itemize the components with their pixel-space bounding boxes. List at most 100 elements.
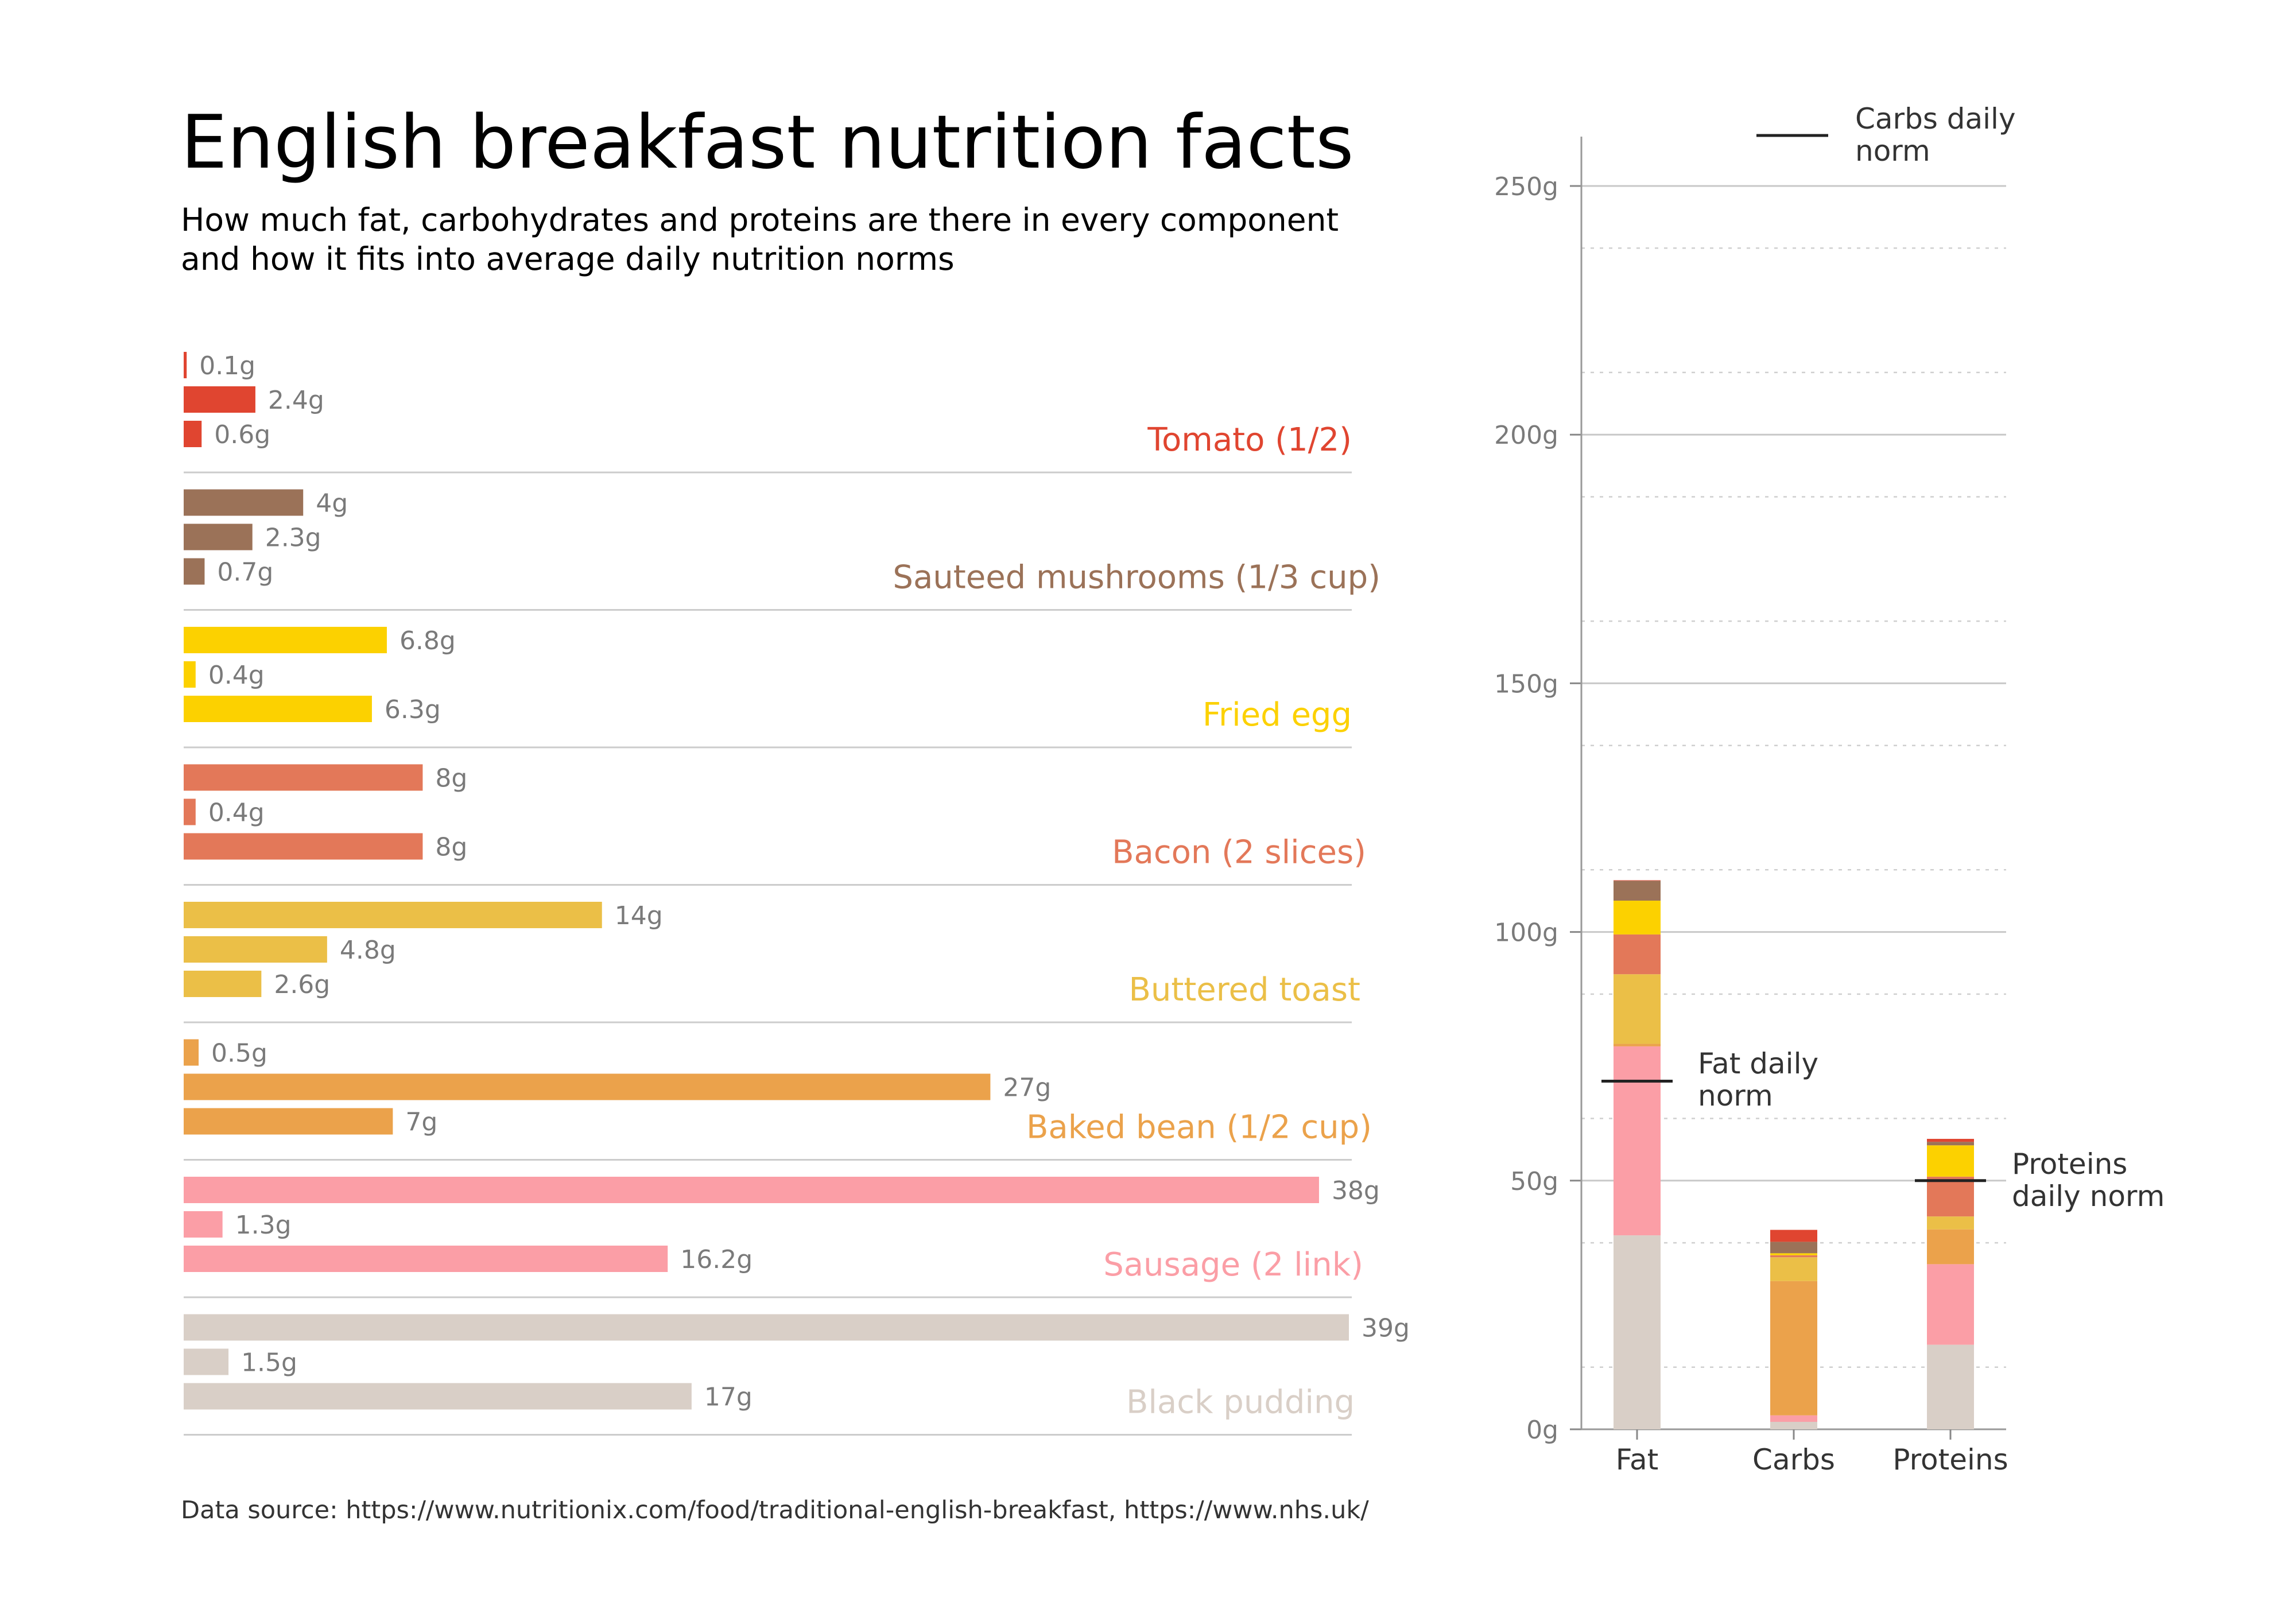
food-label-sausage-2-link: Sausage (2 link) [1103,1246,1363,1283]
bar-sauteed-mushrooms-1-3-cup-3 [184,558,205,585]
daily-norm-label-proteins: daily norm [2012,1180,2165,1213]
value-label-sausage-2-link-3: 16.2g [680,1245,753,1274]
stack-proteins-buttered-toast [1927,1216,1974,1230]
food-label-fried-egg: Fried egg [1203,696,1352,734]
bar-baked-bean-1-2-cup-1 [184,1039,199,1066]
subtitle-line-1: How much fat, carbohydrates and proteins… [181,201,1339,238]
y-tick-label: 250g [1494,172,1558,201]
daily-norm-label-fat: norm [1698,1079,1773,1112]
food-label-tomato-1-2: Tomato (1/2) [1147,421,1352,459]
bar-sausage-2-link-2 [184,1211,223,1238]
value-label-sauteed-mushrooms-1-3-cup-2: 2.3g [265,524,321,553]
y-tick-label: 100g [1494,918,1558,948]
value-label-black-pudding-1: 39g [1362,1314,1410,1343]
bar-tomato-1-2-1 [184,352,187,378]
value-label-fried-egg-1: 6.8g [400,626,456,656]
data-source: Data source: https://www.nutritionix.com… [181,1496,1369,1525]
stack-proteins-fried-egg [1927,1145,1974,1177]
stack-proteins-sauteed-mushrooms-1-3-cup [1927,1142,1974,1146]
stack-fat-baked-bean-1-2-cup [1614,1044,1661,1046]
stack-proteins-black-pudding [1927,1344,1974,1429]
y-tick-label: 50g [1510,1167,1558,1196]
food-label-baked-bean-1-2-cup: Baked bean (1/2 cup) [1026,1109,1372,1146]
bar-fried-egg-2 [184,661,196,688]
page-title: English breakfast nutrition facts [181,100,1354,185]
value-label-sauteed-mushrooms-1-3-cup-3: 0.7g [217,558,273,587]
value-label-baked-bean-1-2-cup-1: 0.5g [211,1039,267,1068]
stack-fat-tomato-1-2 [1614,880,1661,881]
value-label-tomato-1-2-2: 2.4g [268,386,324,415]
component-bar-chart: 0.1g 2.4g 0.6g Tomato (1/2) 4g 2.3g 0.7g Sautee… [184,351,1410,1436]
value-label-baked-bean-1-2-cup-2: 27g [1003,1073,1051,1103]
stack-carbs-tomato-1-2 [1770,1230,1817,1242]
bar-buttered-toast-2 [184,936,327,963]
food-label-buttered-toast: Buttered toast [1128,971,1360,1009]
bar-sausage-2-link-1 [184,1177,1319,1203]
bar-fried-egg-1 [184,627,387,653]
value-label-baked-bean-1-2-cup-3: 7g [405,1108,437,1137]
bar-bacon-2-slices-2 [184,798,196,825]
value-label-bacon-2-slices-3: 8g [435,833,467,862]
stack-carbs-sauteed-mushrooms-1-3-cup [1770,1242,1817,1254]
value-label-fried-egg-2: 0.4g [208,661,265,690]
value-label-tomato-1-2-3: 0.6g [214,420,270,449]
bar-black-pudding-3 [184,1383,692,1410]
food-label-bacon-2-slices: Bacon (2 slices) [1112,834,1366,871]
bar-baked-bean-1-2-cup-3 [184,1108,393,1135]
stack-proteins-tomato-1-2 [1927,1139,1974,1142]
value-label-bacon-2-slices-2: 0.4g [208,798,265,828]
stack-fat-sausage-2-link [1614,1046,1661,1236]
food-label-sauteed-mushrooms-1-3-cup: Sauteed mushrooms (1/3 cup) [893,559,1380,596]
stack-carbs-black-pudding [1770,1422,1817,1429]
bar-sauteed-mushrooms-1-3-cup-2 [184,524,253,550]
stack-carbs-baked-bean-1-2-cup [1770,1281,1817,1416]
stack-fat-fried-egg [1614,901,1661,934]
stack-fat-black-pudding [1614,1235,1661,1429]
bar-bacon-2-slices-3 [184,833,423,860]
value-label-buttered-toast-1: 14g [615,901,663,930]
bar-black-pudding-1 [184,1314,1349,1341]
value-label-sausage-2-link-2: 1.3g [235,1211,292,1240]
stack-fat-sauteed-mushrooms-1-3-cup [1614,881,1661,901]
category-label-fat: Fat [1616,1443,1658,1476]
bar-baked-bean-1-2-cup-2 [184,1073,991,1100]
stack-carbs-sausage-2-link [1770,1415,1817,1422]
stack-proteins-bacon-2-slices [1927,1176,1974,1217]
y-tick-label: 200g [1494,421,1558,450]
food-label-black-pudding: Black pudding [1126,1384,1355,1421]
bar-sausage-2-link-3 [184,1246,668,1272]
y-tick-label: 0g [1526,1416,1558,1445]
value-label-black-pudding-3: 17g [704,1383,753,1412]
stacked-totals-chart: 0g 50g 100g 150g 200g 250g Fat Carbs Proteins Fat… [1494,102,2165,1476]
stack-carbs-fried-egg [1770,1253,1817,1255]
stack-carbs-buttered-toast [1770,1257,1817,1281]
bar-sauteed-mushrooms-1-3-cup-1 [184,489,304,516]
category-label-proteins: Proteins [1892,1443,2008,1476]
bar-black-pudding-2 [184,1348,229,1375]
y-tick-label: 150g [1494,669,1558,699]
value-label-sausage-2-link-1: 38g [1332,1176,1380,1205]
bar-bacon-2-slices-1 [184,764,423,791]
stack-carbs-bacon-2-slices [1770,1255,1817,1258]
daily-norm-label-proteins: Proteins [2012,1147,2127,1181]
stack-proteins-sausage-2-link [1927,1264,1974,1345]
stack-fat-bacon-2-slices [1614,934,1661,975]
legend-label: norm [1855,134,1930,168]
value-label-sauteed-mushrooms-1-3-cup-1: 4g [316,489,348,518]
value-label-buttered-toast-2: 4.8g [340,936,396,965]
bar-tomato-1-2-3 [184,421,202,447]
bar-fried-egg-3 [184,696,372,722]
value-label-black-pudding-2: 1.5g [241,1348,297,1378]
bar-tomato-1-2-2 [184,386,255,413]
category-label-carbs: Carbs [1752,1443,1835,1476]
legend-label: Carbs daily [1855,102,2016,135]
bar-buttered-toast-1 [184,902,602,928]
subtitle-line-2: and how it fits into average daily nutri… [181,241,955,277]
value-label-buttered-toast-3: 2.6g [274,970,330,999]
value-label-tomato-1-2-1: 0.1g [199,351,255,381]
stack-fat-buttered-toast [1614,974,1661,1044]
daily-norm-label-fat: Fat daily [1698,1047,1818,1080]
value-label-fried-egg-3: 6.3g [385,695,441,724]
